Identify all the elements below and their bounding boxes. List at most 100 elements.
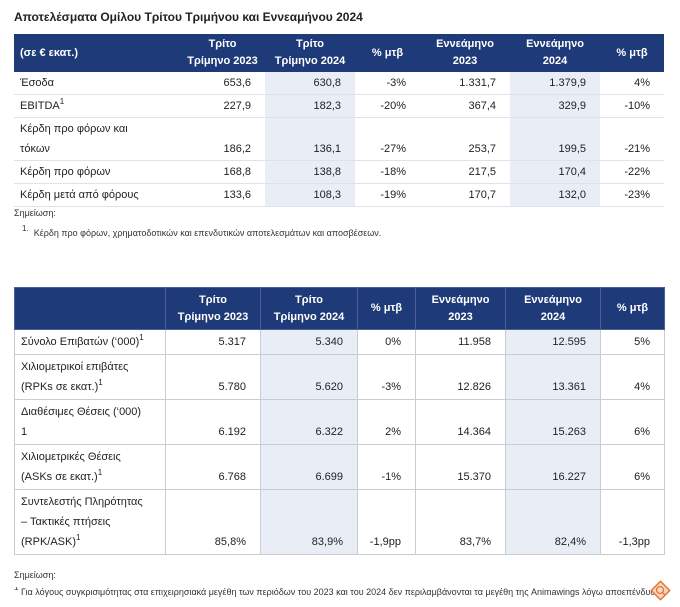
value-cell: 6.699 (260, 444, 358, 490)
value-cell: -1% (357, 444, 416, 490)
value-cell: 15.370 (415, 444, 506, 490)
footnote-marker: 1 (59, 97, 65, 106)
label-line: Έσοδα (20, 73, 174, 93)
value-cell: -27% (355, 117, 420, 161)
label-line: EBITDA1 (20, 96, 174, 116)
header-cell: % μτβ (357, 287, 416, 330)
header-cell (14, 287, 166, 330)
row: Σύνολο Επιβατών (‘000)1 5.317 5.340 0% 11.95… (14, 329, 665, 355)
row-label: Κέρδη προ φόρων και τόκων (14, 117, 180, 161)
label-line: Κέρδη προ φόρων και (20, 119, 174, 139)
value-cell: 6% (600, 399, 665, 445)
value-cell: 12.826 (415, 354, 506, 400)
header-cell: Εννεάμηνο 2024 (505, 287, 601, 330)
note-marker: 1 (14, 587, 19, 592)
row: Κέρδη μετά από φόρους 133,6 108,3 -19% 170,7… (14, 183, 664, 207)
header-line: Τρίμηνο 2023 (187, 55, 258, 67)
value-cell: -1,9pp (357, 489, 416, 555)
title: Αποτελέσματα Ομίλου Τρίτου Τριμήνου και … (14, 10, 363, 24)
value-cell: 133,6 (180, 183, 265, 207)
footnote-marker: 1 (98, 378, 103, 387)
header-line: Εννεάμηνο (436, 38, 494, 50)
value-cell: 136,1 (265, 117, 355, 161)
header-line: Τρίμηνο 2023 (177, 310, 249, 323)
label-text: Συντελεστής Πληρότητας (21, 496, 143, 508)
header-line: 2024 (540, 310, 566, 323)
row: Συντελεστής Πληρότητας – Τακτικές πτήσεις… (14, 489, 665, 555)
label-text: (RPK/ASK) (21, 536, 77, 548)
row-label: Κέρδη προ φόρων (14, 160, 180, 184)
row: Χιλιομετρικές Θέσεις (ASKs σε εκατ.)1 6.76… (14, 444, 665, 490)
value-cell: 6.768 (165, 444, 261, 490)
value-cell: -3% (355, 72, 420, 95)
header-line: Τρίτο (199, 293, 227, 306)
header-row: (σε € εκατ.) Τρίτο Τρίμηνο 2023 Τρίτο Τρίμην… (14, 34, 664, 72)
value-cell: 6% (600, 444, 665, 490)
value-cell: 11.958 (415, 329, 506, 355)
label-line: (RPK/ASK)1 (21, 532, 159, 552)
table-1: (σε € εκατ.) Τρίτο Τρίμηνο 2023 Τρίτο Τρίμην… (14, 34, 664, 207)
note: 1 Για λόγους συγκρισιμότητας στα επιχειρ… (14, 587, 654, 597)
value-cell: -20% (355, 94, 420, 118)
value-cell: 5.340 (260, 329, 358, 355)
header-line: % μτβ (616, 46, 648, 59)
header-line: Εννεάμηνο (526, 38, 584, 50)
label-line: Συντελεστής Πληρότητας (21, 492, 159, 512)
value-cell: 186,2 (180, 117, 265, 161)
value-cell: -21% (600, 117, 664, 161)
label-text: Έσοδα (20, 77, 55, 89)
footnote-marker: 1 (76, 533, 81, 542)
header-cell: Εννεάμηνο 2024 (510, 34, 600, 72)
value-cell: 83,7% (415, 489, 506, 555)
zoom-icon[interactable] (650, 580, 672, 602)
header-line: Τρίμηνο 2024 (274, 55, 346, 67)
value-cell: 182,3 (265, 94, 355, 118)
header-line: Τρίτο (208, 38, 237, 50)
value-cell: 653,6 (180, 72, 265, 95)
note-label: Σημείωση: (14, 208, 56, 218)
header-line: % μτβ (616, 302, 649, 314)
row-label: Σύνολο Επιβατών (‘000)1 (14, 329, 166, 355)
value-cell: 82,4% (505, 489, 601, 555)
header-cell: Τρίτο Τρίμηνο 2023 (165, 287, 261, 330)
row-label: Έσοδα (14, 72, 180, 95)
value-cell: -19% (355, 183, 420, 207)
row-label: Συντελεστής Πληρότητας – Τακτικές πτήσεις… (14, 489, 166, 555)
row-label: Διαθέσιμες Θέσεις (‘000) 1 (14, 399, 166, 445)
label-line: – Τακτικές πτήσεις (21, 512, 159, 532)
value-cell: 6.322 (260, 399, 358, 445)
label-line: Σύνολο Επιβατών (‘000)1 (21, 332, 159, 352)
value-cell: 108,3 (265, 183, 355, 207)
label-line: Διαθέσιμες Θέσεις (‘000) (21, 402, 159, 422)
header-cell: (σε € εκατ.) (14, 34, 180, 72)
value-cell: 85,8% (165, 489, 261, 555)
value-cell: 1.379,9 (510, 72, 600, 95)
header-line: 2024 (542, 55, 568, 67)
value-cell: 1.331,7 (420, 72, 510, 95)
header-line: 2023 (452, 55, 478, 67)
label-line: (ASKs σε εκατ.)1 (21, 467, 159, 487)
label-text: Σύνολο Επιβατών (‘000) (21, 336, 140, 348)
value-cell: 227,9 (180, 94, 265, 118)
row-label: Χιλιομετρικές Θέσεις (ASKs σε εκατ.)1 (14, 444, 166, 490)
label-line: (RPKs σε εκατ.)1 (21, 377, 159, 397)
label-text: EBITDA (20, 100, 60, 112)
value-cell: 5.620 (260, 354, 358, 400)
header-cell: Εννεάμηνο 2023 (420, 34, 510, 72)
row: Κέρδη προ φόρων και τόκων 186,2 136,1 -27% 25… (14, 117, 664, 161)
label-line: 1 (21, 422, 159, 442)
label-line: τόκων (20, 139, 174, 159)
header-line: Τρίτο (295, 293, 323, 306)
value-cell: 4% (600, 354, 665, 400)
value-cell: 138,8 (265, 160, 355, 184)
row-label: Χιλιομετρικοί επιβάτες (RPKs σε εκατ.)1 (14, 354, 166, 400)
label-text: Κέρδη προ φόρων και (20, 123, 128, 135)
value-cell: 13.361 (505, 354, 601, 400)
label-text: (RPKs σε εκατ.) (21, 381, 99, 393)
row: Έσοδα 653,6 630,8 -3% 1.331,7 1.379,9 4% (14, 72, 664, 95)
label-text: Χιλιομετρικοί επιβάτες (21, 361, 129, 373)
header-line: % μτβ (371, 46, 404, 59)
value-cell: 5.317 (165, 329, 261, 355)
header-line: % μτβ (370, 302, 403, 314)
